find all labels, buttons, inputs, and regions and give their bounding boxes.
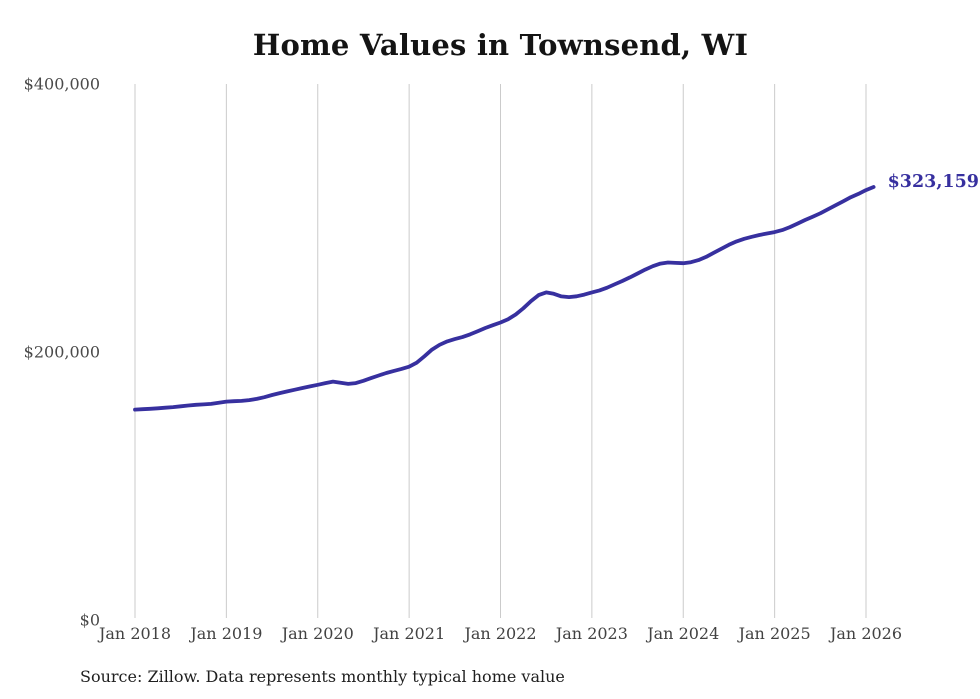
x-axis-tick-label: Jan 2023 bbox=[555, 624, 628, 643]
x-axis-tick-label: Jan 2025 bbox=[738, 624, 811, 643]
end-value-label: $323,159 bbox=[887, 171, 979, 192]
y-axis-tick-label: $400,000 bbox=[23, 74, 100, 94]
x-axis-tick-label: Jan 2026 bbox=[829, 624, 903, 643]
x-axis-tick-label: Jan 2020 bbox=[281, 624, 354, 643]
y-axis-tick-label: $0 bbox=[79, 610, 100, 630]
x-axis-tick-label: Jan 2018 bbox=[98, 624, 172, 643]
home-value-line bbox=[133, 185, 876, 412]
x-axis-tick-label: Jan 2024 bbox=[647, 624, 720, 643]
y-axis-tick-label: $200,000 bbox=[23, 342, 100, 362]
chart-title: Home Values in Townsend, WI bbox=[252, 28, 749, 62]
source-note: Source: Zillow. Data represents monthly … bbox=[80, 667, 565, 686]
x-axis-tick-label: Jan 2019 bbox=[190, 624, 263, 643]
x-axis-tick-label: Jan 2021 bbox=[373, 624, 446, 643]
x-axis-tick-label: Jan 2022 bbox=[464, 624, 537, 643]
